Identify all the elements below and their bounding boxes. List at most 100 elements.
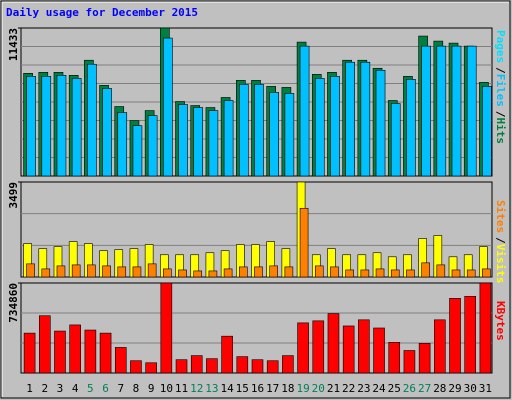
bar bbox=[421, 45, 431, 177]
bar bbox=[345, 61, 355, 177]
bar bbox=[390, 103, 401, 177]
bar bbox=[479, 282, 492, 374]
bar bbox=[482, 86, 492, 177]
x-tick-label: 27 bbox=[418, 382, 431, 395]
y-tick-label: 3499 bbox=[7, 182, 20, 209]
bar bbox=[69, 324, 81, 374]
bar bbox=[390, 269, 400, 278]
bar bbox=[466, 269, 476, 278]
bar bbox=[254, 266, 263, 278]
legend-entry: Pages bbox=[494, 30, 507, 63]
bar bbox=[56, 75, 67, 177]
bar bbox=[345, 269, 354, 278]
bar bbox=[236, 356, 249, 374]
x-tick-label: 13 bbox=[205, 382, 218, 395]
bar bbox=[208, 270, 218, 278]
x-tick-label: 4 bbox=[72, 382, 79, 395]
bar bbox=[239, 84, 249, 177]
bar bbox=[208, 110, 219, 177]
x-tick-label: 15 bbox=[236, 382, 249, 395]
bar bbox=[23, 332, 36, 374]
x-tick-label: 12 bbox=[190, 382, 203, 395]
bar bbox=[71, 78, 82, 177]
legend-entry: KBytes bbox=[494, 301, 507, 341]
bar bbox=[102, 265, 111, 278]
bar bbox=[223, 100, 234, 177]
bar bbox=[147, 115, 158, 177]
bar bbox=[221, 335, 233, 374]
bar bbox=[451, 45, 462, 177]
bar bbox=[178, 269, 187, 278]
x-tick-label: 20 bbox=[312, 382, 325, 395]
x-tick-label: 9 bbox=[148, 382, 155, 395]
bar bbox=[284, 266, 294, 278]
x-tick-label: 16 bbox=[251, 382, 264, 395]
legend: Sites /Visits bbox=[494, 200, 507, 284]
legend: KBytes bbox=[494, 301, 507, 341]
bar bbox=[482, 268, 491, 278]
x-tick-label: 3 bbox=[57, 382, 64, 395]
bar bbox=[130, 360, 142, 374]
x-tick-label: 8 bbox=[133, 382, 140, 395]
bar bbox=[132, 266, 142, 278]
bar bbox=[132, 125, 143, 177]
legend-separator: / bbox=[494, 111, 507, 118]
bar bbox=[299, 207, 309, 278]
x-tick-label: 22 bbox=[342, 382, 355, 395]
x-tick-label: 23 bbox=[357, 382, 370, 395]
bar bbox=[269, 265, 278, 278]
bar bbox=[54, 330, 66, 374]
bar bbox=[342, 325, 355, 374]
bar bbox=[269, 92, 279, 177]
bar bbox=[193, 107, 204, 177]
legend-entry: Files bbox=[494, 74, 507, 107]
bar bbox=[449, 298, 461, 374]
x-tick-label: 1 bbox=[26, 382, 33, 395]
bar bbox=[178, 104, 188, 177]
bar bbox=[360, 269, 370, 278]
x-tick-label: 30 bbox=[464, 382, 477, 395]
bar bbox=[117, 112, 128, 177]
bar bbox=[466, 45, 477, 177]
bar bbox=[436, 264, 446, 278]
bar bbox=[206, 358, 218, 374]
x-tick-label: 2 bbox=[41, 382, 48, 395]
bar bbox=[299, 45, 310, 177]
x-tick-label: 6 bbox=[102, 382, 109, 395]
legend-separator: / bbox=[494, 67, 507, 74]
bar bbox=[175, 359, 188, 374]
bar bbox=[406, 79, 416, 177]
bar bbox=[358, 319, 370, 374]
legend-entry: Hits bbox=[494, 118, 507, 145]
y-tick-label: 11433 bbox=[7, 28, 20, 61]
bar bbox=[375, 69, 386, 177]
bar bbox=[102, 88, 112, 177]
bar bbox=[297, 322, 309, 374]
bar bbox=[84, 329, 97, 374]
bar bbox=[266, 360, 279, 374]
bar bbox=[163, 37, 173, 177]
bar bbox=[99, 332, 112, 374]
bar bbox=[38, 315, 51, 374]
bar bbox=[403, 350, 416, 374]
bar bbox=[327, 313, 340, 374]
x-tick-label: 11 bbox=[175, 382, 188, 395]
bar bbox=[434, 319, 446, 374]
bar bbox=[421, 262, 430, 278]
bar bbox=[330, 76, 340, 177]
bar bbox=[190, 355, 203, 374]
bar bbox=[41, 76, 52, 177]
bar bbox=[147, 263, 157, 278]
legend-entry: Visits bbox=[494, 244, 507, 284]
bar bbox=[87, 264, 96, 278]
bar bbox=[464, 295, 477, 374]
bar bbox=[26, 76, 36, 177]
x-tick-label: 26 bbox=[403, 382, 416, 395]
bar bbox=[314, 78, 325, 177]
bar bbox=[375, 268, 385, 278]
bar bbox=[254, 84, 264, 177]
bar bbox=[117, 266, 127, 278]
bar bbox=[282, 355, 294, 374]
